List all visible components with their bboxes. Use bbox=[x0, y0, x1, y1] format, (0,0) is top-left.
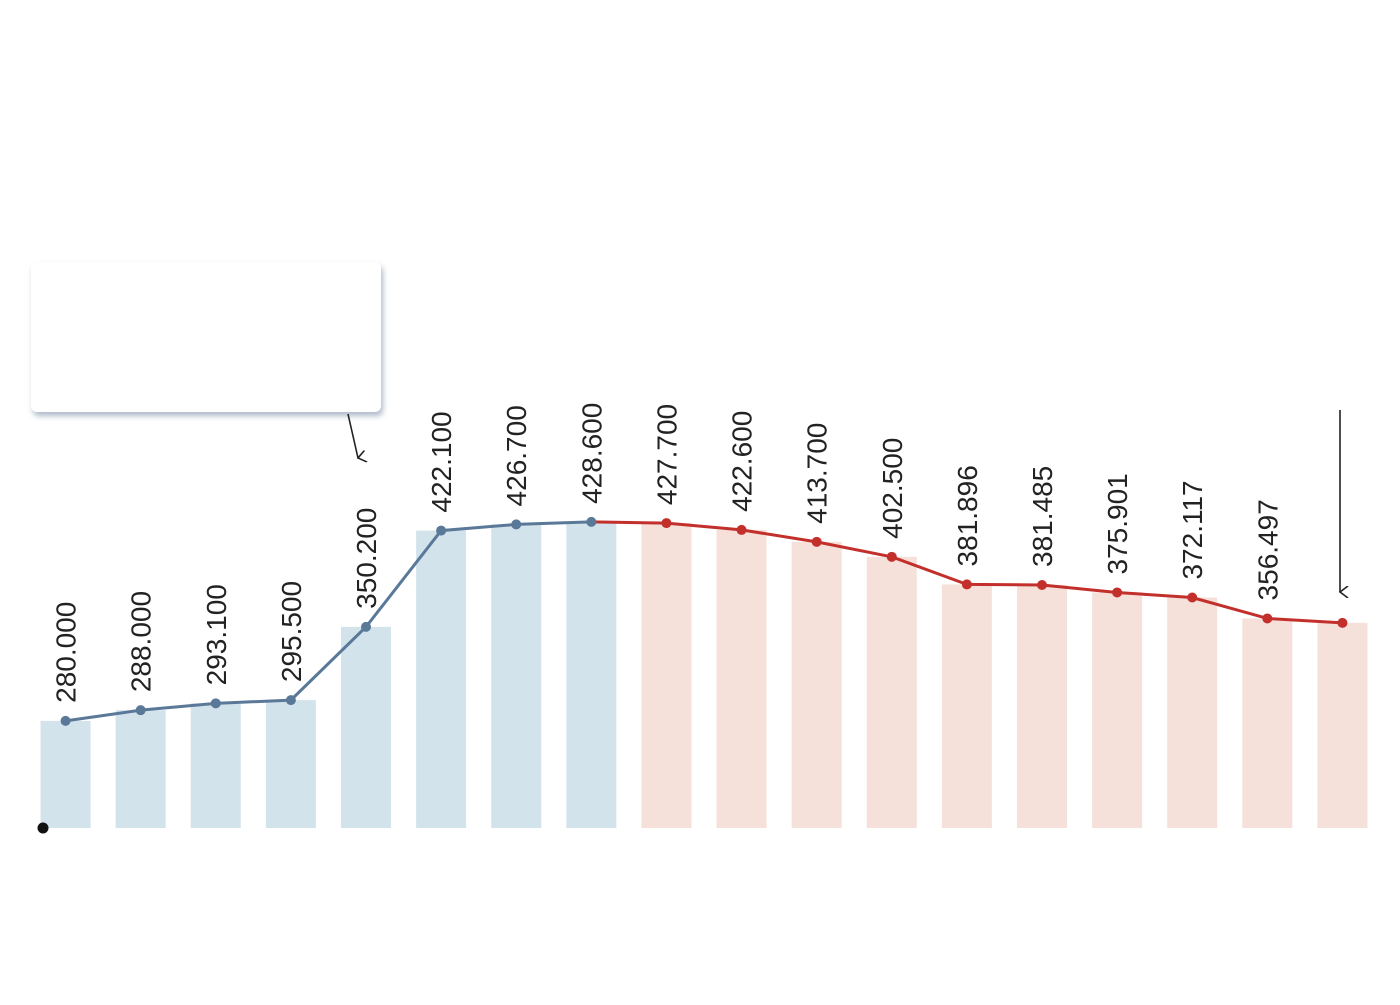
lines bbox=[60, 516, 1348, 726]
bar bbox=[115, 710, 166, 828]
data-label: 422.600 bbox=[727, 411, 758, 512]
data-label: 427.700 bbox=[651, 404, 682, 505]
point bbox=[1112, 587, 1123, 598]
annotation-arrow bbox=[347, 413, 358, 458]
legend-box bbox=[31, 262, 381, 412]
bar bbox=[1092, 592, 1143, 828]
labels: 280.000 288.000 293.100 295.500 350.200 422.1… bbox=[51, 403, 1284, 703]
point bbox=[210, 698, 221, 709]
point bbox=[886, 551, 897, 562]
bar bbox=[1242, 618, 1293, 828]
point bbox=[135, 705, 146, 716]
bar bbox=[491, 524, 542, 828]
data-label: 288.000 bbox=[126, 591, 157, 692]
point bbox=[60, 715, 71, 726]
origin-dot bbox=[37, 822, 49, 834]
data-label: 295.500 bbox=[276, 581, 307, 682]
point bbox=[736, 524, 747, 535]
point bbox=[511, 519, 522, 530]
point bbox=[285, 695, 296, 706]
bar bbox=[341, 626, 391, 828]
point bbox=[1337, 617, 1348, 628]
data-label: 350.200 bbox=[351, 508, 382, 609]
data-label: 422.100 bbox=[426, 411, 457, 512]
point bbox=[586, 516, 597, 527]
bar bbox=[1017, 584, 1067, 828]
bar bbox=[716, 529, 767, 828]
point bbox=[1187, 592, 1198, 603]
data-label: 381.896 bbox=[952, 465, 983, 566]
bars bbox=[40, 521, 1368, 828]
data-label: 381.485 bbox=[1027, 466, 1058, 567]
data-label: 402.500 bbox=[877, 438, 908, 539]
point bbox=[961, 579, 972, 590]
data-label: 293.100 bbox=[201, 584, 232, 685]
bar bbox=[190, 703, 241, 828]
bar bbox=[1167, 597, 1218, 828]
bar bbox=[941, 584, 992, 828]
bar bbox=[265, 700, 316, 828]
bar bbox=[1317, 622, 1368, 828]
data-label: 372.117 bbox=[1177, 480, 1208, 579]
data-label: 428.600 bbox=[576, 403, 607, 504]
point bbox=[811, 536, 822, 547]
point bbox=[661, 518, 672, 529]
point bbox=[361, 621, 371, 632]
point bbox=[1037, 579, 1047, 590]
line bbox=[65, 520, 592, 723]
bar bbox=[566, 521, 617, 828]
data-label: 426.700 bbox=[501, 405, 532, 506]
data-label: 356.497 bbox=[1252, 499, 1283, 600]
data-label: 280.000 bbox=[51, 602, 82, 703]
bar bbox=[791, 541, 842, 828]
point bbox=[1262, 613, 1273, 624]
bar bbox=[641, 523, 692, 828]
bar bbox=[866, 556, 917, 828]
data-label: 375.901 bbox=[1102, 473, 1133, 574]
data-label: 413.700 bbox=[802, 423, 833, 524]
bar bbox=[40, 720, 91, 828]
point bbox=[436, 525, 447, 536]
bar bbox=[416, 530, 467, 828]
